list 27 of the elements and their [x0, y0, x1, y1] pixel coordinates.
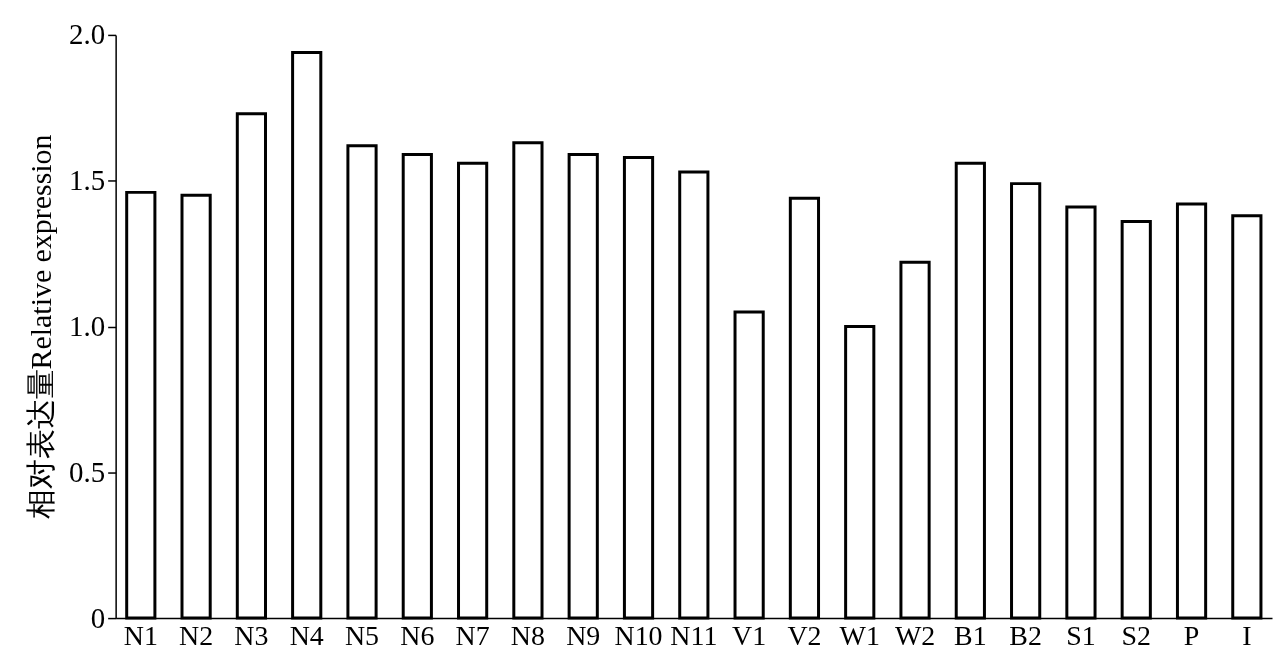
x-tick-label: N4	[289, 619, 324, 651]
y-tick-label: 1.5	[69, 164, 106, 197]
x-tick-label: N11	[670, 619, 718, 651]
x-tick-label: W2	[894, 619, 936, 651]
x-tick-label: B1	[954, 619, 987, 651]
x-tick-label: N5	[344, 619, 380, 651]
x-tick-label: N2	[179, 619, 214, 651]
y-tick-label: 0.5	[69, 455, 106, 488]
x-tick-label: P	[1183, 619, 1200, 651]
x-tick-label: N7	[455, 619, 490, 651]
x-tick-label: B2	[1009, 619, 1042, 651]
x-tick-label: N9	[566, 619, 601, 651]
x-tick-label: V1	[732, 619, 767, 651]
x-tick-label: N10	[614, 619, 663, 651]
y-tick-label: 1.0	[69, 309, 106, 342]
x-tick-label: N8	[510, 619, 545, 651]
x-tick-label: S1	[1066, 619, 1096, 651]
y-axis-title: 相对表达量Relative expression	[24, 134, 58, 520]
x-tick-label: N1	[123, 619, 158, 651]
x-tick-label: W1	[839, 619, 880, 651]
y-tick-label: 0	[90, 601, 106, 634]
x-tick-label: N3	[234, 619, 269, 651]
x-tick-label: S2	[1121, 619, 1151, 651]
y-tick-label: 2.0	[69, 18, 106, 51]
x-tick-label: I	[1242, 619, 1252, 651]
x-tick-label: N6	[400, 619, 435, 651]
x-tick-label: V2	[787, 619, 822, 651]
